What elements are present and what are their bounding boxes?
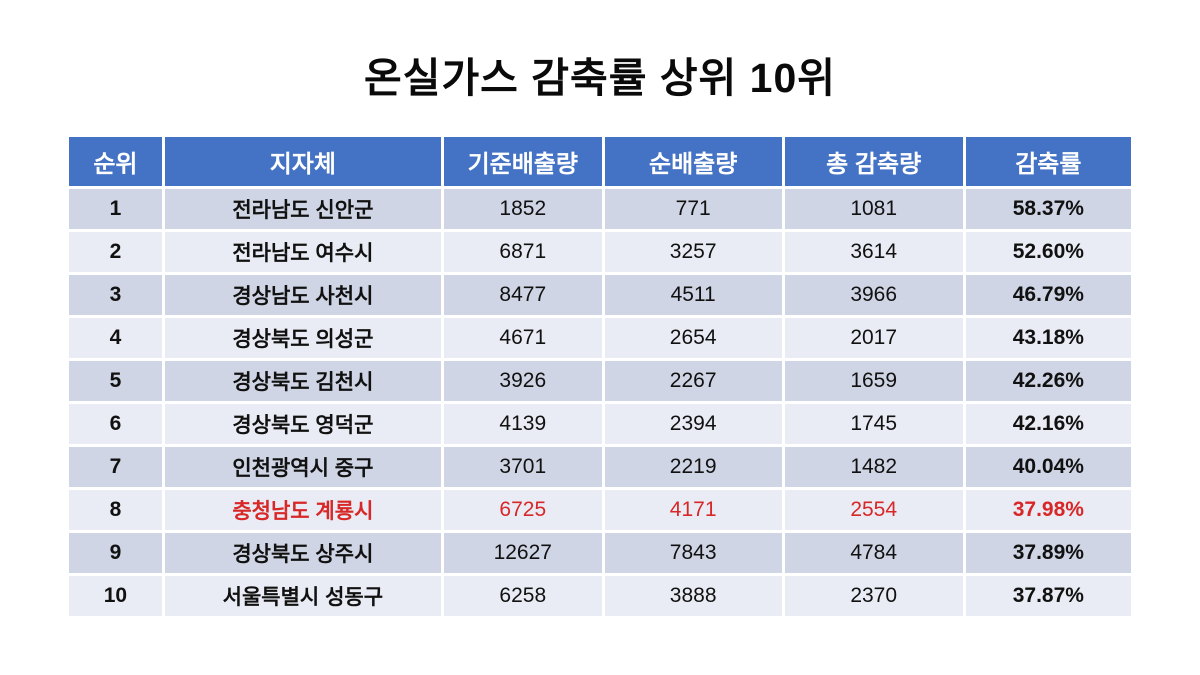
net-emission-cell: 3257 [601, 229, 785, 275]
total-reduction-cell: 1081 [781, 186, 966, 232]
reduction-rate-cell: 46.79% [962, 272, 1135, 318]
table-row: 1 전라남도 신안군 1852 771 1081 58.37% [66, 186, 1135, 232]
region-cell: 경상북도 영덕군 [161, 401, 444, 447]
table-body: 1 전라남도 신안군 1852 771 1081 58.37% 2 전라남도 여… [66, 186, 1135, 619]
rank-cell: 4 [66, 315, 165, 361]
header-base-emission: 기준배출량 [440, 134, 605, 189]
table-row: 2 전라남도 여수시 6871 3257 3614 52.60% [66, 229, 1135, 275]
reduction-rate-cell: 42.26% [962, 358, 1135, 404]
table-row-highlighted: 8 충청남도 계룡시 6725 4171 2554 37.98% [66, 487, 1135, 533]
header-region: 지자체 [161, 134, 444, 189]
region-cell: 서울특별시 성동구 [161, 573, 444, 619]
total-reduction-cell: 3966 [781, 272, 966, 318]
net-emission-cell: 2394 [601, 401, 785, 447]
total-reduction-cell: 1745 [781, 401, 966, 447]
table-row: 3 경상남도 사천시 8477 4511 3966 46.79% [66, 272, 1135, 318]
net-emission-cell: 2267 [601, 358, 785, 404]
base-emission-cell: 6258 [440, 573, 605, 619]
header-reduction-rate: 감축률 [962, 134, 1135, 189]
table-row: 4 경상북도 의성군 4671 2654 2017 43.18% [66, 315, 1135, 361]
net-emission-cell: 4511 [601, 272, 785, 318]
total-reduction-cell: 2017 [781, 315, 966, 361]
reduction-rate-cell: 37.87% [962, 573, 1135, 619]
table-header: 순위 지자체 기준배출량 순배출량 총 감축량 감축률 [66, 134, 1135, 189]
total-reduction-cell: 4784 [781, 530, 966, 576]
base-emission-cell: 4139 [440, 401, 605, 447]
table-row: 6 경상북도 영덕군 4139 2394 1745 42.16% [66, 401, 1135, 447]
total-reduction-cell: 2370 [781, 573, 966, 619]
reduction-rate-cell: 37.89% [962, 530, 1135, 576]
rank-cell: 1 [66, 186, 165, 232]
base-emission-cell: 6725 [440, 487, 605, 533]
net-emission-cell: 4171 [601, 487, 785, 533]
table-row: 7 인천광역시 중구 3701 2219 1482 40.04% [66, 444, 1135, 490]
region-cell: 경상북도 의성군 [161, 315, 444, 361]
total-reduction-cell: 2554 [781, 487, 966, 533]
table-row: 10 서울특별시 성동구 6258 3888 2370 37.87% [66, 573, 1135, 619]
reduction-rate-cell: 52.60% [962, 229, 1135, 275]
base-emission-cell: 12627 [440, 530, 605, 576]
rank-cell: 3 [66, 272, 165, 318]
rank-cell: 2 [66, 229, 165, 275]
base-emission-cell: 4671 [440, 315, 605, 361]
total-reduction-cell: 1659 [781, 358, 966, 404]
region-cell: 경상북도 상주시 [161, 530, 444, 576]
table-row: 5 경상북도 김천시 3926 2267 1659 42.26% [66, 358, 1135, 404]
table-row: 9 경상북도 상주시 12627 7843 4784 37.89% [66, 530, 1135, 576]
header-net-emission: 순배출량 [601, 134, 785, 189]
region-cell: 충청남도 계룡시 [161, 487, 444, 533]
ranking-table: 순위 지자체 기준배출량 순배출량 총 감축량 감축률 1 전라남도 신안군 1… [66, 134, 1135, 619]
reduction-rate-cell: 43.18% [962, 315, 1135, 361]
net-emission-cell: 771 [601, 186, 785, 232]
region-cell: 전라남도 신안군 [161, 186, 444, 232]
reduction-rate-cell: 37.98% [962, 487, 1135, 533]
base-emission-cell: 8477 [440, 272, 605, 318]
header-rank: 순위 [66, 134, 165, 189]
region-cell: 전라남도 여수시 [161, 229, 444, 275]
page-title: 온실가스 감축률 상위 10위 [364, 55, 836, 101]
net-emission-cell: 3888 [601, 573, 785, 619]
net-emission-cell: 2654 [601, 315, 785, 361]
base-emission-cell: 3701 [440, 444, 605, 490]
base-emission-cell: 1852 [440, 186, 605, 232]
total-reduction-cell: 3614 [781, 229, 966, 275]
base-emission-cell: 6871 [440, 229, 605, 275]
base-emission-cell: 3926 [440, 358, 605, 404]
reduction-rate-cell: 40.04% [962, 444, 1135, 490]
rank-cell: 10 [66, 573, 165, 619]
net-emission-cell: 7843 [601, 530, 785, 576]
net-emission-cell: 2219 [601, 444, 785, 490]
rank-cell: 5 [66, 358, 165, 404]
region-cell: 경상북도 김천시 [161, 358, 444, 404]
reduction-rate-cell: 58.37% [962, 186, 1135, 232]
rank-cell: 9 [66, 530, 165, 576]
header-total-reduction: 총 감축량 [781, 134, 966, 189]
rank-cell: 7 [66, 444, 165, 490]
region-cell: 인천광역시 중구 [161, 444, 444, 490]
header-row: 순위 지자체 기준배출량 순배출량 총 감축량 감축률 [66, 134, 1135, 189]
rank-cell: 8 [66, 487, 165, 533]
region-cell: 경상남도 사천시 [161, 272, 444, 318]
rank-cell: 6 [66, 401, 165, 447]
total-reduction-cell: 1482 [781, 444, 966, 490]
reduction-rate-cell: 42.16% [962, 401, 1135, 447]
